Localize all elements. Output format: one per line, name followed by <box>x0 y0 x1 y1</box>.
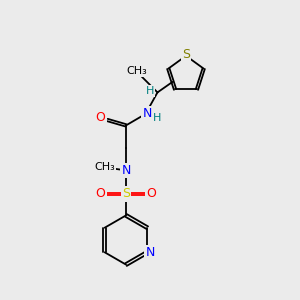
Text: O: O <box>96 111 105 124</box>
Text: N: N <box>121 164 131 177</box>
Text: N: N <box>142 107 152 120</box>
Text: S: S <box>182 48 190 61</box>
Text: S: S <box>122 187 130 200</box>
Text: O: O <box>147 187 156 200</box>
Text: CH₃: CH₃ <box>94 162 116 172</box>
Text: CH₃: CH₃ <box>126 65 147 76</box>
Text: N: N <box>146 246 155 259</box>
Text: H: H <box>146 86 154 96</box>
Text: O: O <box>96 187 105 200</box>
Text: H: H <box>153 112 161 123</box>
